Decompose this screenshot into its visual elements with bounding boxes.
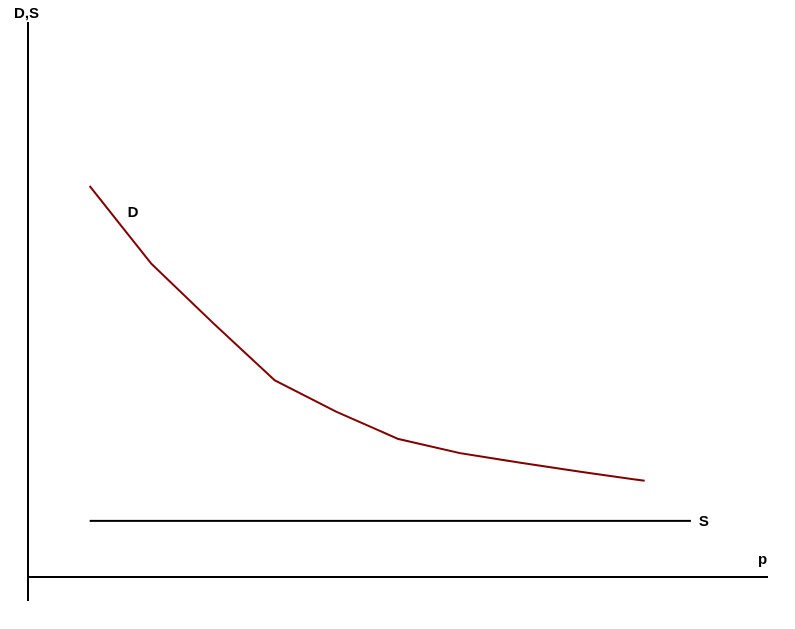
series-line	[88, 185, 645, 482]
series-label: D	[128, 204, 139, 221]
series-label: S	[699, 513, 709, 530]
y-axis-label: D,S	[14, 5, 39, 22]
x-axis-label: p	[758, 551, 767, 568]
